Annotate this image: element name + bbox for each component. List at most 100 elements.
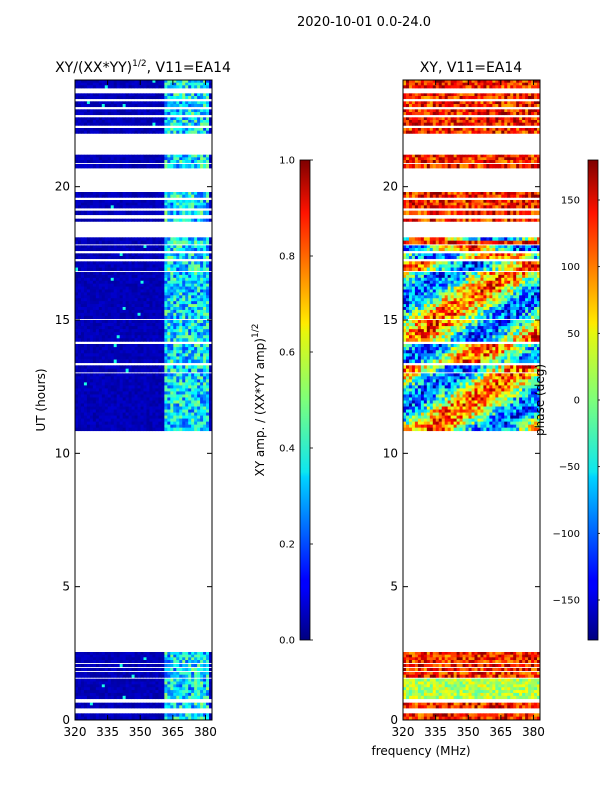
- heatmap-cell: [152, 692, 156, 697]
- heatmap-cell: [83, 359, 88, 364]
- heatmap-cell: [146, 315, 150, 320]
- heatmap-cell: [188, 245, 192, 249]
- heatmap-cell: [80, 692, 85, 697]
- heatmap-cell: [98, 267, 103, 272]
- heatmap-cell: [89, 301, 94, 305]
- heatmap-cell: [155, 261, 159, 265]
- heatmap-cell: [119, 684, 124, 688]
- heatmap-cell: [128, 85, 132, 89]
- heatmap-cell: [176, 684, 180, 688]
- heatmap-cell: [143, 82, 147, 86]
- heatmap-cell: [86, 261, 91, 265]
- heatmap-cell: [146, 326, 150, 330]
- heatmap-cell: [75, 415, 79, 419]
- heatmap-cell: [203, 406, 207, 410]
- heatmap-cell: [113, 280, 118, 285]
- heatmap-cell: [119, 692, 124, 697]
- heatmap-cell: [77, 304, 82, 308]
- heatmap-cell: [89, 280, 94, 285]
- heatmap-cell: [80, 716, 85, 720]
- heatmap-cell: [116, 421, 121, 426]
- heatmap-cell: [131, 705, 135, 709]
- heatmap-cell: [128, 130, 132, 134]
- heatmap-cell: [89, 202, 94, 206]
- heatmap-cell: [113, 424, 118, 429]
- heatmap-cell: [92, 96, 97, 100]
- heatmap-cell: [188, 674, 192, 678]
- heatmap-cell: [86, 320, 91, 324]
- heatmap-cell: [146, 157, 150, 161]
- heatmap-cell: [155, 347, 159, 351]
- heatmap-cell: [188, 286, 192, 290]
- heatmap-cell: [122, 154, 127, 158]
- heatmap-cell: [206, 350, 210, 354]
- heatmap-cell: [194, 379, 198, 383]
- heatmap-cell: [209, 406, 212, 410]
- heatmap-cell: [125, 205, 130, 209]
- heatmap-cell: [209, 267, 212, 272]
- heatmap-cell: [95, 385, 100, 389]
- heatmap-cell: [137, 130, 141, 134]
- heatmap-cell: [75, 301, 79, 305]
- heatmap-cell: [125, 427, 130, 432]
- heatmap-cell: [185, 130, 189, 134]
- heatmap-cell: [131, 427, 135, 432]
- heatmap-cell: [131, 128, 135, 132]
- heatmap-cell: [89, 277, 94, 282]
- heatmap-cell: [131, 315, 135, 320]
- heatmap-cell: [170, 286, 174, 290]
- heatmap-cell: [104, 218, 109, 222]
- heatmap-cell: [125, 298, 130, 302]
- heatmap-cell: [113, 292, 118, 296]
- heatmap-cell: [438, 702, 443, 706]
- heatmap-cell: [107, 338, 112, 342]
- heatmap-cell: [110, 128, 115, 132]
- heatmap-cell: [101, 130, 106, 134]
- heatmap-cell: [164, 668, 168, 672]
- heatmap-cell: [182, 421, 186, 426]
- heatmap-cell: [89, 272, 94, 276]
- heatmap-cell: [155, 277, 159, 282]
- heatmap-cell: [128, 320, 132, 324]
- heatmap-cell: [92, 713, 97, 718]
- heatmap-cell: [206, 690, 210, 694]
- heatmap-cell: [134, 128, 138, 132]
- heatmap-cell: [444, 705, 449, 709]
- heatmap-cell: [134, 304, 138, 308]
- heatmap-cell: [122, 672, 127, 676]
- heatmap-cell: [194, 716, 198, 720]
- heatmap-cell: [155, 267, 159, 272]
- heatmap-cell: [80, 338, 85, 342]
- heatmap-cell: [128, 365, 132, 370]
- heatmap-cell: [414, 713, 419, 718]
- heatmap-cell: [131, 350, 135, 354]
- heatmap-cell: [125, 295, 130, 299]
- heatmap-cell: [164, 160, 168, 164]
- heatmap-cell: [197, 101, 201, 105]
- heatmap-cell: [167, 264, 171, 268]
- heatmap-cell: [197, 93, 201, 97]
- heatmap-cell: [197, 200, 201, 204]
- heatmap-cell: [194, 409, 198, 413]
- heatmap-cell: [203, 391, 207, 395]
- heatmap-cell: [188, 716, 192, 720]
- heatmap-cell: [173, 205, 177, 209]
- heatmap-cell: [197, 664, 201, 668]
- heatmap-cell: [158, 412, 162, 416]
- heatmap-cell: [110, 692, 115, 697]
- heatmap-cell: [77, 112, 82, 116]
- heatmap-cell: [101, 164, 106, 169]
- heatmap-cell: [405, 705, 410, 709]
- heatmap-cell: [182, 335, 186, 339]
- heatmap-cell: [119, 205, 124, 209]
- heatmap-cell: [155, 424, 159, 429]
- heatmap-cell: [167, 344, 171, 348]
- heatmap-cell: [98, 101, 103, 105]
- heatmap-cell: [209, 684, 212, 688]
- heatmap-cell: [92, 409, 97, 413]
- heatmap-cell: [92, 157, 97, 161]
- heatmap-cell: [200, 681, 204, 685]
- heatmap-cell: [116, 678, 121, 682]
- heatmap-cell: [164, 373, 168, 377]
- heatmap-cell: [116, 120, 121, 124]
